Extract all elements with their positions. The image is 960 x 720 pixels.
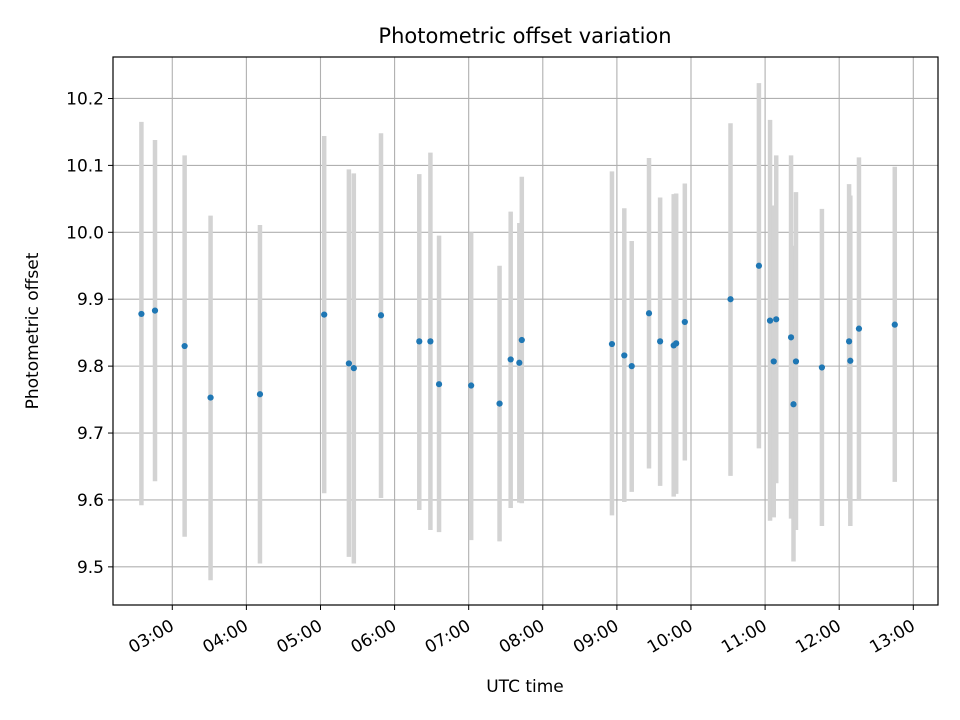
- y-tick-label: 10.1: [66, 156, 104, 176]
- data-point: [681, 318, 688, 326]
- data-point: [138, 310, 145, 318]
- data-point: [845, 338, 853, 345]
- data-point: [207, 394, 214, 401]
- data-point: [790, 401, 797, 408]
- data-point: [507, 356, 514, 363]
- data-point: [657, 338, 664, 345]
- data-point: [628, 363, 635, 370]
- data-point: [256, 391, 264, 398]
- y-tick-label: 9.9: [77, 290, 104, 310]
- data-point: [621, 352, 628, 359]
- data-point: [673, 340, 680, 347]
- data-point: [181, 342, 188, 350]
- data-point: [435, 381, 443, 388]
- data-point: [818, 364, 826, 371]
- data-point: [727, 296, 734, 303]
- y-axis-label: Photometric offset: [23, 252, 43, 409]
- y-tick-label: 9.8: [77, 357, 104, 377]
- data-point: [787, 334, 795, 341]
- data-points: [138, 262, 898, 408]
- plot-frame: [112, 56, 939, 606]
- data-point: [350, 365, 357, 372]
- y-tick-label: 9.7: [77, 424, 104, 444]
- data-point: [518, 336, 525, 344]
- data-point: [608, 340, 616, 348]
- data-point: [755, 262, 763, 269]
- data-point: [427, 338, 434, 345]
- data-point: [766, 317, 774, 324]
- data-point: [770, 358, 777, 365]
- data-point: [496, 400, 503, 407]
- y-axis-ticks: 9.5 9.6 9.7 9.8 9.9 10.0 10.1 10.2: [66, 89, 113, 578]
- data-point: [516, 359, 523, 366]
- chart-title: Photometric offset variation: [378, 24, 671, 48]
- data-point: [321, 311, 328, 318]
- y-tick-label: 9.6: [77, 491, 104, 511]
- data-point: [645, 310, 653, 317]
- data-point: [416, 338, 423, 345]
- data-point: [377, 312, 385, 319]
- y-tick-label: 9.5: [77, 558, 104, 578]
- data-point: [773, 316, 780, 323]
- data-point: [847, 357, 854, 364]
- data-point: [345, 360, 352, 367]
- y-tick-label: 10.2: [66, 89, 104, 109]
- y-tick-label: 10.0: [66, 223, 104, 243]
- data-point: [792, 358, 800, 365]
- data-point: [151, 307, 159, 314]
- data-point: [855, 325, 863, 332]
- grid: [113, 57, 938, 605]
- x-axis-label: UTC time: [486, 677, 564, 697]
- data-point: [891, 321, 898, 328]
- data-point: [468, 382, 475, 389]
